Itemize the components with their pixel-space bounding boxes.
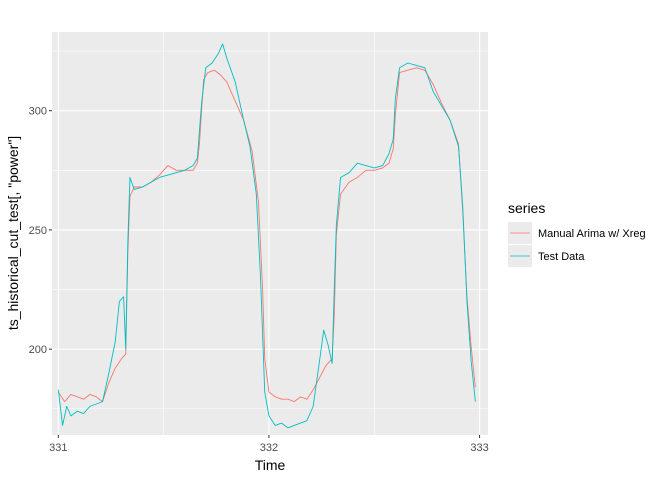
x-axis: 331 332 333	[49, 435, 489, 454]
x-tick-label: 331	[49, 442, 67, 454]
legend-label-test-data: Test Data	[538, 251, 585, 263]
grid-major	[52, 32, 488, 435]
y-tick-label: 300	[29, 106, 47, 118]
x-tick-label: 333	[470, 442, 488, 454]
legend-label-manual-arima: Manual Arima w/ Xreg	[538, 228, 646, 240]
grid-minor	[52, 32, 488, 435]
x-axis-title: Time	[255, 457, 286, 473]
x-tick-label: 332	[260, 442, 278, 454]
series-layer	[57, 43, 476, 429]
legend-title: series	[508, 200, 545, 216]
legend: series Manual Arima w/ Xreg Test Data	[508, 200, 646, 267]
plot-panel	[52, 32, 488, 435]
y-tick-label: 200	[29, 344, 47, 356]
y-axis: 200 250 300	[29, 106, 52, 356]
y-tick-label: 250	[29, 225, 47, 237]
series-line-test-data	[57, 43, 476, 429]
y-axis-title: ts_historical_cut_test[, "power"]	[5, 136, 21, 330]
